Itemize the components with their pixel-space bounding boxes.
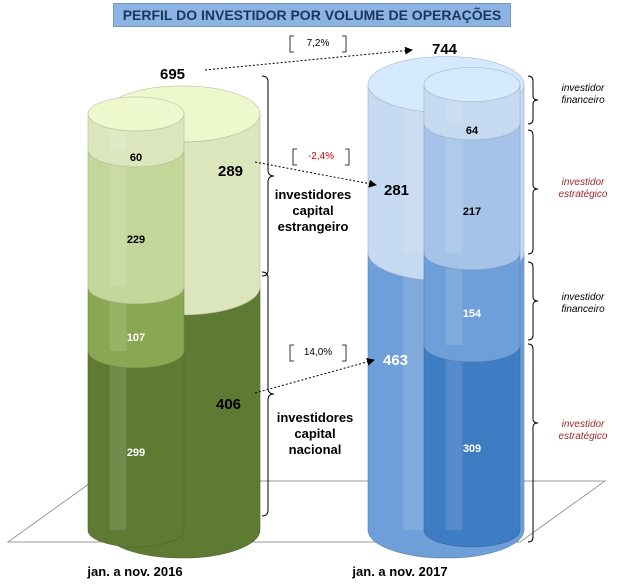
seg-2016-str-nac: 299 — [126, 447, 146, 459]
x-tick-2016: jan. a nov. 2016 — [87, 564, 183, 579]
cyl-2016-detail-top — [87, 96, 185, 132]
brace-2016-nacional — [261, 271, 275, 517]
nacional-2016-value: 406 — [216, 396, 242, 413]
pct-nacional-label: 14,0% — [303, 347, 333, 358]
group-label-line: capital — [292, 203, 334, 218]
seg-2017-str-est: 217 — [462, 206, 482, 218]
pct-total-label: 7,2% — [306, 38, 330, 49]
group-label-line: investidores — [274, 187, 352, 202]
bracket-est — [292, 148, 350, 166]
group-label-line: investidores — [276, 410, 354, 425]
side-label-financeiro-2: investidor financeiro — [538, 292, 628, 316]
arrow-nacional — [254, 358, 375, 394]
nacional-2017-value: 463 — [383, 352, 409, 369]
brace-2017-fin2 — [527, 261, 539, 341]
group-label-nacional: investidores capital nacional — [270, 410, 360, 458]
group-label-line: capital — [294, 426, 336, 441]
brace-2016-estrangeiro — [261, 75, 275, 277]
estrangeiro-2017-value: 281 — [384, 182, 410, 199]
side-label-line: investidor — [561, 292, 605, 303]
seg-2017-str-nac: 309 — [462, 443, 482, 455]
arrow-total — [204, 46, 413, 71]
cyl-2017-detail-highlight-2 — [445, 122, 463, 253]
seg-2016-str-est: 229 — [126, 234, 146, 246]
arrow-estrangeiro — [254, 161, 377, 188]
side-label-line: investidor — [561, 419, 605, 430]
side-label-line: estratégico — [558, 189, 608, 200]
side-label-estrategico-1: investidor estratégico — [538, 177, 628, 201]
cyl-2016-detail-highlight-0 — [109, 350, 127, 530]
brace-2017-str1 — [527, 129, 539, 255]
side-label-line: investidor — [561, 83, 605, 94]
seg-2016-fin-est: 60 — [129, 152, 143, 164]
x-tick-2017: jan. a nov. 2017 — [352, 564, 448, 579]
side-label-line: investidor — [561, 177, 605, 188]
chart-title: PERFIL DO INVESTIDOR POR VOLUME DE OPERA… — [113, 3, 511, 27]
bracket-total — [289, 35, 347, 53]
group-label-estrangeiro: investidores capital estrangeiro — [268, 187, 358, 235]
seg-2016-fin-nac: 107 — [126, 332, 146, 344]
cyl-2017-detail-segment-2 — [423, 122, 521, 271]
seg-2017-fin-est: 64 — [465, 125, 479, 137]
cyl-2016-detail-highlight-2 — [109, 149, 127, 287]
cyl-2016-detail-segment-2 — [87, 149, 185, 305]
seg-2017-fin-nac: 154 — [462, 308, 482, 320]
side-label-line: financeiro — [561, 95, 605, 106]
cyl-2017-detail-highlight-0 — [445, 345, 463, 530]
group-label-line: nacional — [288, 442, 342, 457]
cyl-2017-detail-top — [423, 67, 521, 102]
total-2017-label: 744 — [432, 41, 458, 58]
brace-2017-fin1 — [527, 75, 539, 125]
side-label-estrategico-2: investidor estratégico — [538, 419, 628, 443]
brace-2017-str2 — [527, 343, 539, 543]
side-label-line: financeiro — [561, 304, 605, 315]
bracket-nac — [289, 344, 347, 362]
estrangeiro-2016-value: 289 — [218, 163, 244, 180]
pct-estrangeiro-label: -2,4% — [307, 151, 335, 162]
total-2016-label: 695 — [160, 66, 186, 83]
group-label-line: estrangeiro — [277, 219, 349, 234]
side-label-financeiro-1: investidor financeiro — [538, 83, 628, 107]
cyl-2017-detail-highlight-1 — [445, 252, 463, 346]
side-label-line: estratégico — [558, 431, 608, 442]
